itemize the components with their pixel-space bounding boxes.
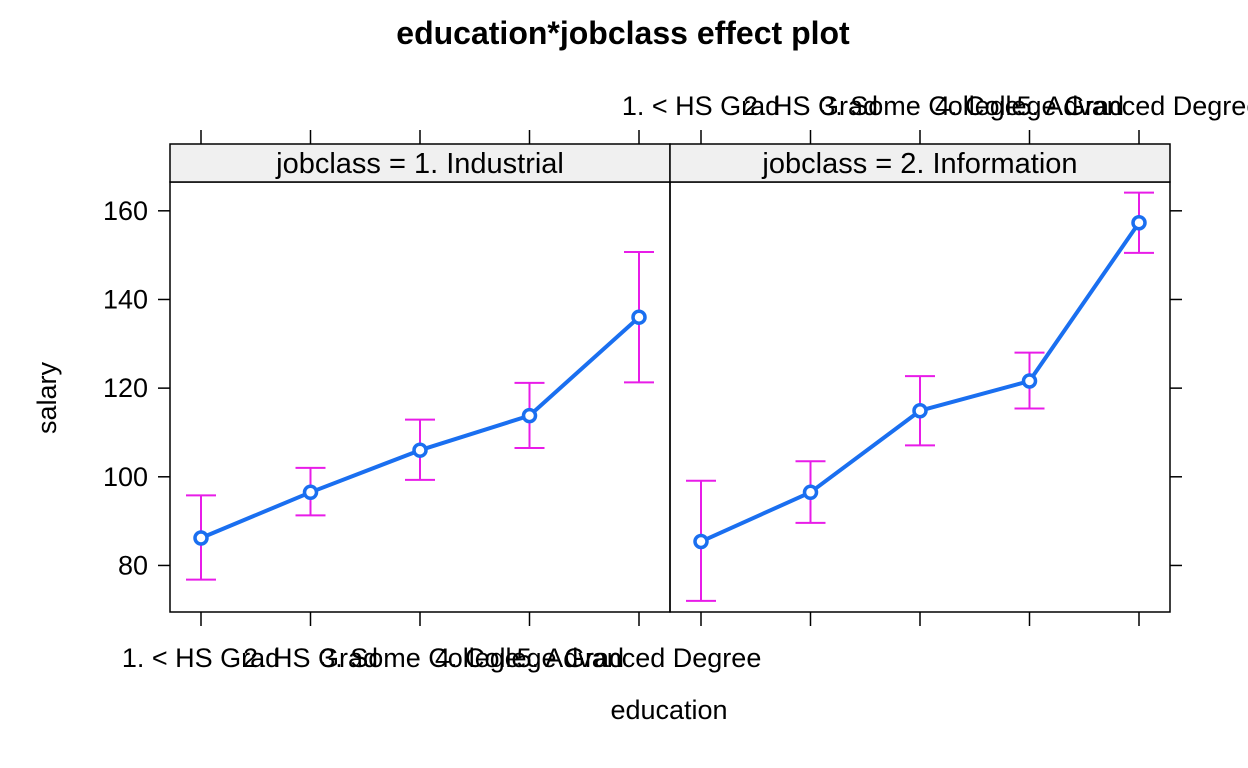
data-point bbox=[302, 484, 319, 501]
x-tick-label-top: 4. College Grad bbox=[935, 91, 1124, 121]
data-point bbox=[693, 533, 709, 550]
x-tick-label-top: 5. Advanced Degree bbox=[1017, 91, 1248, 121]
chart-title: education*jobclass effect plot bbox=[396, 15, 850, 51]
y-tick-label: 100 bbox=[103, 462, 148, 492]
y-axis-label: salary bbox=[32, 361, 62, 434]
x-tick-label-top: 1. < HS Grad bbox=[622, 91, 780, 121]
data-point bbox=[1131, 215, 1147, 231]
strip-bg-2 bbox=[669, 143, 1171, 183]
strip-label-2: jobclass = 2. Information bbox=[761, 148, 1077, 180]
data-point bbox=[912, 402, 928, 419]
strip-label-1: jobclass = 1. Industrial bbox=[275, 148, 564, 180]
panel-border-1 bbox=[169, 181, 671, 613]
data-point bbox=[631, 309, 647, 325]
plot-frame bbox=[169, 181, 1171, 613]
x-tick-label-bottom: 3. Some College bbox=[320, 643, 520, 673]
x-tick-label-top: 2. HS Grad bbox=[743, 91, 878, 121]
y-tick-label: 120 bbox=[103, 373, 148, 403]
data-point bbox=[521, 407, 538, 424]
data-point bbox=[412, 442, 428, 458]
x-tick-label-top: 3. Some College bbox=[820, 91, 1020, 121]
x-tick-label-bottom: 5. Advanced Degree bbox=[517, 643, 762, 673]
data-series bbox=[186, 191, 1154, 602]
y-tick-label: 160 bbox=[103, 196, 148, 226]
x-tick-label-bottom: 1. < HS Grad bbox=[122, 643, 280, 673]
y-tick-label: 140 bbox=[103, 284, 148, 314]
x-tick-label-bottom: 2. HS Grad bbox=[243, 643, 378, 673]
data-point bbox=[193, 530, 209, 546]
y-tick-label: 80 bbox=[118, 550, 148, 580]
data-point bbox=[802, 484, 819, 501]
x-axis-label: education bbox=[610, 695, 727, 725]
panel-strips: jobclass = 1. Industrial jobclass = 2. In… bbox=[169, 143, 1171, 183]
x-tick-label-bottom: 4. College Grad bbox=[435, 643, 624, 673]
data-point bbox=[1021, 373, 1038, 389]
